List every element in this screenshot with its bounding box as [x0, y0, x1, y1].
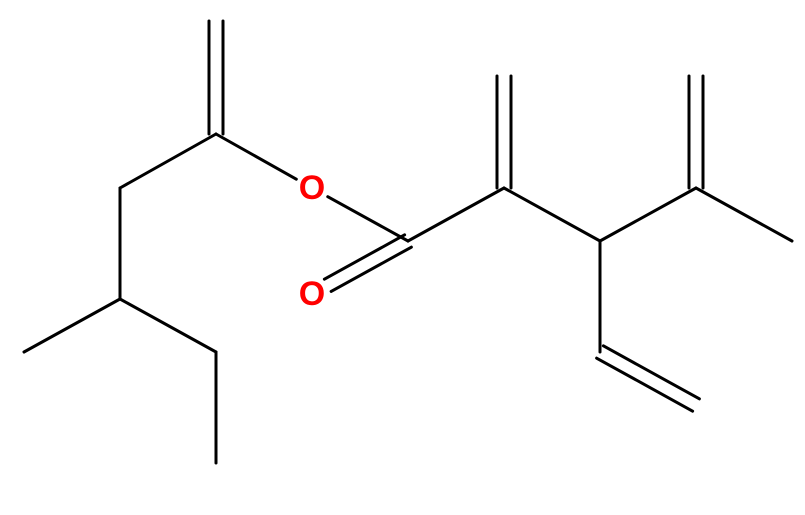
chemical-structure-canvas: OO	[0, 0, 805, 515]
atom-label-o_top: O	[299, 169, 325, 207]
atom-label-o_bottom: O	[299, 275, 325, 313]
